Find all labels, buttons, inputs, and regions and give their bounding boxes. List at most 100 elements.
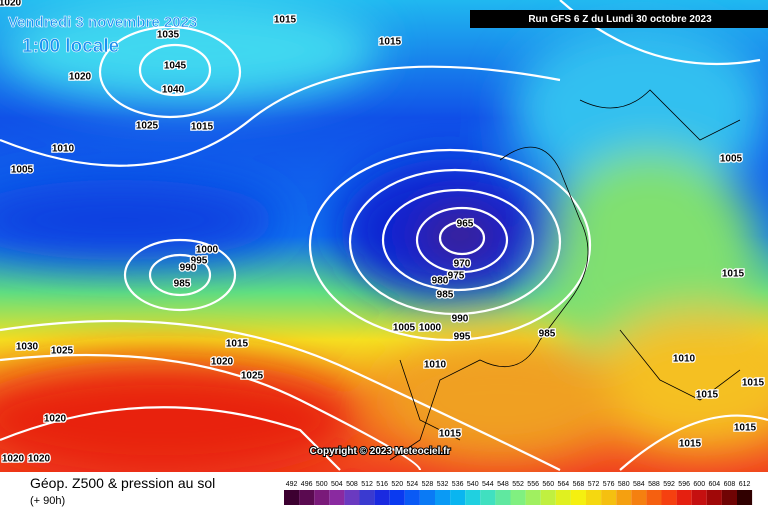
isobar-label: 1010 (424, 360, 447, 371)
legend-label: 572 (588, 481, 600, 488)
isobar-labels: 1020 1015 1035 1045 1040 1020 1015 1025 1015 1010… (0, 0, 766, 466)
isobar-label: 965 (457, 219, 474, 230)
isobar-label: 1015 (722, 269, 745, 280)
legend-swatch (510, 490, 526, 505)
isobar-label: 1005 (393, 323, 416, 334)
legend-label: 536 (452, 481, 464, 488)
legend-swatch (691, 490, 707, 505)
isobar-label: 1025 (241, 371, 264, 382)
legend-swatch (540, 490, 556, 505)
legend-label: 508 (346, 481, 358, 488)
legend-label: 552 (512, 481, 524, 488)
legend-label: 520 (391, 481, 403, 488)
isobar-label: 1025 (136, 121, 159, 132)
legend-swatch (721, 490, 737, 505)
legend-swatch (465, 490, 481, 505)
legend-swatch (450, 490, 466, 505)
legend-label: 492 (286, 481, 298, 488)
legend-label: 564 (558, 481, 570, 488)
isobar-label: 1015 (679, 439, 702, 450)
isobar-label: 980 (432, 276, 449, 287)
isobar-label: 990 (180, 263, 197, 274)
isobar-label: 1020 (211, 357, 234, 368)
legend-swatch (737, 490, 753, 505)
footer-title: Géop. Z500 & pression au sol (30, 475, 215, 491)
legend-swatch (359, 490, 375, 505)
isobars (0, 0, 768, 470)
legend-swatch (676, 490, 692, 505)
legend-label: 516 (376, 481, 388, 488)
isobar-label: 1030 (16, 342, 39, 353)
isobar-label: 1010 (673, 354, 696, 365)
color-legend: 492 496 500 504 508 512 516 520 524 528 532 536 540 5… (284, 481, 753, 505)
legend-label: 592 (663, 481, 675, 488)
isobar-label: 1015 (742, 378, 765, 389)
isobar-label: 995 (191, 256, 208, 267)
legend-label: 584 (633, 481, 645, 488)
isobar-label: 1015 (191, 122, 214, 133)
isobar-label: 1045 (164, 61, 187, 72)
isobar-label: 975 (448, 271, 465, 282)
isobar-label: 1020 (69, 72, 92, 83)
isobar-label: 1020 (2, 454, 25, 465)
legend-swatch (344, 490, 360, 505)
legend-swatch (570, 490, 586, 505)
legend-label: 608 (724, 481, 736, 488)
legend-swatch (299, 490, 315, 505)
isobar-label: 1040 (162, 85, 185, 96)
legend-label: 576 (603, 481, 615, 488)
forecast-date: Vendredi 3 novembre 2023 (8, 14, 197, 31)
isobar-label: 1015 (274, 15, 297, 26)
legend-swatch (374, 490, 390, 505)
legend-swatch (419, 490, 435, 505)
legend-swatch (389, 490, 405, 505)
isobar-label: 985 (539, 329, 556, 340)
legend-label: 604 (709, 481, 721, 488)
coastlines (389, 89, 741, 461)
legend-swatch (616, 490, 632, 505)
legend-label: 532 (437, 481, 449, 488)
isobar-label: 1025 (51, 346, 74, 357)
copyright: Copyright © 2023 Meteociel.fr (310, 446, 451, 457)
legend-swatch (435, 490, 451, 505)
footer-subtitle: (+ 90h) (30, 495, 65, 507)
isobar-label: 1015 (226, 339, 249, 350)
isobar-label: 1020 (28, 454, 51, 465)
legend-label: 588 (648, 481, 660, 488)
isobar-label: 1035 (157, 30, 180, 41)
legend-swatch (706, 490, 722, 505)
isobar-label: 990 (452, 314, 469, 325)
legend-label: 540 (467, 481, 479, 488)
isobar-label: 1010 (52, 144, 75, 155)
isobar-label: 1015 (379, 37, 402, 48)
legend-label: 560 (542, 481, 554, 488)
legend-swatch (480, 490, 496, 505)
isobar-label: 1000 (196, 245, 219, 256)
legend-swatch (555, 490, 571, 505)
legend-label: 524 (407, 481, 419, 488)
legend-label: 512 (361, 481, 373, 488)
legend-swatch (601, 490, 617, 505)
legend-label: 500 (316, 481, 328, 488)
legend-label: 556 (527, 481, 539, 488)
legend-swatch (284, 490, 300, 505)
legend-swatch (661, 490, 677, 505)
isobar-label: 1015 (734, 423, 757, 434)
legend-label: 528 (422, 481, 434, 488)
legend-swatch (495, 490, 511, 505)
legend-swatch (404, 490, 420, 505)
legend-swatch (646, 490, 662, 505)
legend-swatch (631, 490, 647, 505)
isobar-label: 1015 (439, 429, 462, 440)
run-info: Run GFS 6 Z du Lundi 30 octobre 2023 (528, 14, 712, 25)
legend-label: 612 (739, 481, 751, 488)
legend-label: 596 (678, 481, 690, 488)
legend-label: 504 (331, 481, 343, 488)
legend-swatch (329, 490, 345, 505)
forecast-time: 1:00 locale (22, 36, 119, 57)
isobar-label: 1015 (696, 390, 719, 401)
isobar-label: 985 (174, 279, 191, 290)
legend-label: 544 (482, 481, 494, 488)
legend-label: 496 (301, 481, 313, 488)
legend-swatch (314, 490, 330, 505)
